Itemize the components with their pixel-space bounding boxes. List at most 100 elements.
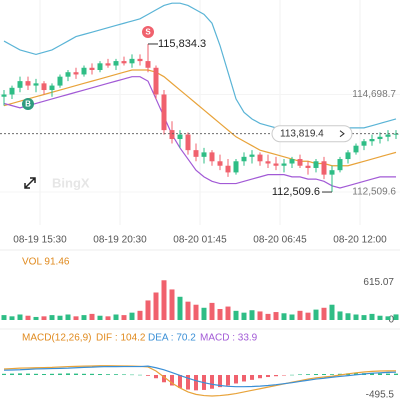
volume-bar — [361, 315, 367, 320]
volume-bar — [25, 315, 31, 320]
candle-body — [1, 94, 7, 97]
macd-bar — [210, 375, 214, 389]
candle-body — [233, 161, 239, 173]
candle-body — [209, 152, 215, 162]
trade-marker-label: S — [145, 28, 151, 37]
trade-marker — [142, 25, 154, 38]
candle-body — [305, 165, 311, 168]
candle-body — [65, 72, 71, 77]
macd-bar — [178, 375, 182, 388]
last-price-label: 113,819.4 — [280, 128, 324, 139]
volume-bar — [249, 310, 255, 320]
volume-bar — [369, 313, 375, 320]
candle-body — [217, 161, 223, 166]
dif-line — [3, 365, 397, 397]
macd-label: DEA : 70.2 — [148, 333, 196, 344]
macd-bar — [90, 373, 94, 376]
candle-body — [249, 154, 255, 157]
volume-bar — [353, 314, 359, 320]
volume-bar — [329, 304, 335, 320]
candle-body — [361, 141, 367, 146]
candle-body — [33, 83, 39, 86]
candle-body — [17, 81, 23, 88]
macd-bar — [58, 373, 62, 376]
macd-bar — [226, 375, 230, 386]
volume-bar — [97, 315, 103, 320]
volume-bar — [161, 280, 167, 320]
macd-bar — [354, 373, 358, 376]
macd-bar — [266, 375, 270, 378]
macd-bar — [162, 375, 166, 383]
candle-body — [113, 61, 119, 66]
macd-bar — [122, 374, 126, 376]
macd-bar — [74, 373, 78, 376]
volume-bar — [297, 310, 303, 320]
candle-body — [297, 159, 303, 166]
candle-body — [353, 145, 359, 153]
macd-bar — [106, 374, 110, 376]
macd-bar — [98, 374, 102, 376]
volume-bar — [233, 310, 239, 320]
trade-marker-label: B — [25, 100, 31, 109]
macd-bar — [330, 374, 334, 376]
candle-body — [49, 85, 55, 91]
volume-bar — [305, 312, 311, 320]
macd-bar — [274, 375, 278, 377]
volume-bar — [337, 311, 343, 320]
volume-tick-label: 615.07 — [363, 277, 394, 288]
candle-body — [145, 61, 151, 68]
trade-marker — [22, 98, 34, 111]
expand-icon[interactable] — [24, 177, 36, 189]
candle-body — [265, 161, 271, 164]
candle-body — [201, 152, 207, 157]
volume-bar — [137, 310, 143, 320]
x-tick-label: 08-19 15:30 — [13, 235, 67, 246]
candle-body — [345, 152, 351, 160]
candle-body — [241, 156, 247, 162]
last-price-box — [271, 125, 353, 143]
macd-bar — [82, 373, 86, 376]
macd-label: MACD(12,26,9) — [22, 333, 91, 344]
candle-body — [105, 63, 111, 66]
volume-bar — [145, 300, 151, 320]
macd-bar — [146, 375, 150, 376]
macd-bar — [258, 375, 262, 379]
macd-tick-label: -495.5 — [366, 390, 395, 400]
candle-body — [193, 150, 199, 157]
volume-bar — [169, 289, 175, 320]
macd-bar — [194, 375, 198, 391]
volume-bar — [81, 315, 87, 320]
candle-body — [129, 58, 135, 64]
macd-bar — [138, 374, 142, 376]
candle-body — [313, 161, 319, 168]
candle-body — [97, 63, 103, 70]
volume-bar — [33, 316, 39, 320]
volume-bar — [153, 292, 159, 320]
candle-body — [337, 159, 343, 171]
macd-bar — [250, 375, 254, 380]
volume-bar — [209, 302, 215, 320]
dea-line — [3, 365, 397, 388]
macd-bar — [42, 374, 46, 376]
macd-label: DIF : 104.2 — [96, 333, 146, 344]
candle-body — [161, 94, 167, 131]
volume-bar — [281, 313, 287, 320]
watermark: BingX — [52, 175, 90, 190]
macd-bar — [18, 373, 22, 376]
macd-bar — [290, 374, 294, 376]
candle-body — [169, 130, 175, 140]
macd-bar — [322, 374, 326, 376]
x-tick-label: 08-20 12:00 — [333, 235, 387, 246]
volume-bar — [321, 307, 327, 320]
macd-bar — [218, 375, 222, 388]
candle-body — [57, 76, 63, 86]
volume-bar — [121, 315, 127, 320]
candle-body — [9, 87, 15, 95]
candle-body — [121, 61, 127, 64]
volume-bar — [217, 309, 223, 320]
volume-bar — [105, 316, 111, 320]
volume-bar — [393, 314, 399, 320]
candle-body — [185, 134, 191, 151]
candle-body — [393, 133, 399, 135]
